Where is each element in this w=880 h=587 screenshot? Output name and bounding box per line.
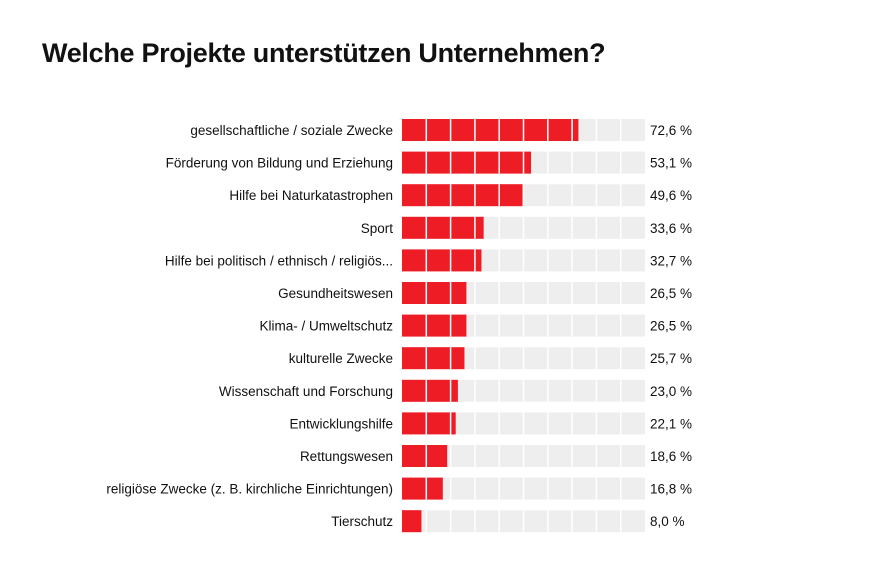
category-label: kulturelle Zwecke bbox=[289, 351, 393, 366]
value-label: 26,5 % bbox=[650, 319, 692, 334]
bar bbox=[402, 216, 484, 239]
value-label: 23,0 % bbox=[650, 384, 692, 399]
bar bbox=[402, 412, 456, 435]
category-label: Förderung von Bildung und Erziehung bbox=[166, 156, 393, 171]
category-label: gesellschaftliche / soziale Zwecke bbox=[190, 123, 393, 138]
bar bbox=[402, 151, 532, 174]
value-label: 49,6 % bbox=[650, 188, 692, 203]
category-label: Entwicklungshilfe bbox=[289, 416, 393, 431]
category-label: religiöse Zwecke (z. B. kirchliche Einri… bbox=[106, 482, 393, 497]
bar bbox=[402, 510, 422, 533]
bar bbox=[402, 379, 458, 402]
value-label: 16,8 % bbox=[650, 482, 692, 497]
bar bbox=[402, 445, 448, 467]
value-label: 25,7 % bbox=[650, 351, 692, 366]
category-label: Hilfe bei politisch / ethnisch / religiö… bbox=[165, 253, 393, 268]
bar bbox=[402, 119, 579, 141]
category-label: Wissenschaft und Forschung bbox=[219, 384, 393, 399]
bar bbox=[402, 314, 467, 337]
category-label: Gesundheitswesen bbox=[278, 286, 393, 301]
value-label: 26,5 % bbox=[650, 286, 692, 301]
category-label: Klima- / Umweltschutz bbox=[259, 319, 393, 334]
bar bbox=[402, 249, 482, 272]
value-label: 22,1 % bbox=[650, 416, 692, 431]
chart-title: Welche Projekte unterstützen Unternehmen… bbox=[42, 38, 606, 68]
value-label: 32,7 % bbox=[650, 253, 692, 268]
category-label: Rettungswesen bbox=[300, 449, 393, 464]
value-label: 8,0 % bbox=[650, 514, 685, 529]
category-label: Tierschutz bbox=[331, 514, 393, 529]
value-label: 53,1 % bbox=[650, 156, 692, 171]
value-label: 18,6 % bbox=[650, 449, 692, 464]
bar bbox=[402, 282, 467, 304]
value-label: 72,6 % bbox=[650, 123, 692, 138]
bar bbox=[402, 477, 443, 500]
bar bbox=[402, 184, 523, 207]
category-label: Sport bbox=[361, 221, 394, 236]
bar bbox=[402, 347, 465, 370]
category-label: Hilfe bei Naturkatastrophen bbox=[229, 188, 393, 203]
value-label: 33,6 % bbox=[650, 221, 692, 236]
